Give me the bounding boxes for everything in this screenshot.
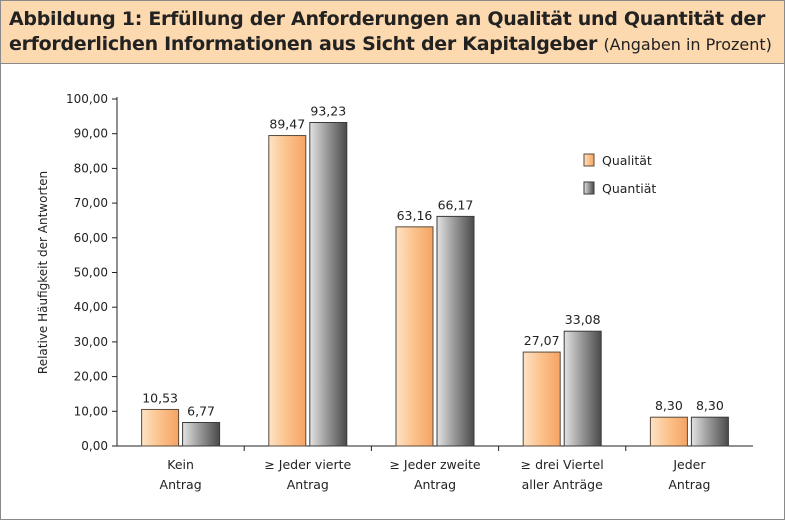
data-label: 93,23 xyxy=(310,103,346,118)
data-label: 66,17 xyxy=(438,197,474,212)
y-tick-label: 40,00 xyxy=(74,300,108,314)
bar-qualitaet xyxy=(522,351,561,447)
y-tick-label: 90,00 xyxy=(74,127,108,141)
x-tick-label: ≥ Jeder zweite xyxy=(389,457,480,472)
data-label: 63,16 xyxy=(397,208,433,223)
bar-qualitaet xyxy=(395,226,434,447)
legend-label: Qualität xyxy=(602,153,652,168)
figure-header: Abbildung 1: Erfüllung der Anforderungen… xyxy=(1,1,784,64)
x-tick-label: ≥ Jeder vierte xyxy=(264,457,351,472)
y-tick-label: 10,00 xyxy=(74,404,108,418)
data-label: 27,07 xyxy=(524,333,560,348)
x-tick-label: Antrag xyxy=(287,477,329,492)
figure-subtitle: (Angaben in Prozent) xyxy=(603,35,772,54)
bar-qualitaet xyxy=(649,416,688,447)
x-tick-label: ≥ drei Viertel xyxy=(521,457,604,472)
y-tick-label: 60,00 xyxy=(74,231,108,245)
bar-quantiaet xyxy=(690,416,729,447)
title-line-2: erforderlichen Informationen aus Sicht d… xyxy=(9,32,779,57)
bar-quantiaet xyxy=(563,330,602,447)
legend-swatch xyxy=(583,153,595,167)
y-tick-label: 0,00 xyxy=(81,439,108,453)
x-tick-label: Jeder xyxy=(672,457,706,472)
axes-layer: 0,00 10,00 20,00 30,00 40,00 50,00 60,00 70,00 8… xyxy=(36,92,753,453)
bar-qualitaet xyxy=(268,135,307,447)
y-tick-label: 50,00 xyxy=(74,266,108,280)
bar-quantiaet xyxy=(436,215,475,447)
y-tick-label: 30,00 xyxy=(74,335,108,349)
x-tick-label: Antrag xyxy=(414,477,456,492)
y-tick-label: 80,00 xyxy=(74,161,108,175)
bars-layer xyxy=(141,121,729,447)
legend-label: Quantiät xyxy=(602,181,656,196)
y-tick-label: 70,00 xyxy=(74,196,108,210)
data-label: 6,77 xyxy=(187,404,215,419)
legend-swatch xyxy=(583,181,595,195)
title-line-2-text: erforderlichen Informationen aus Sicht d… xyxy=(9,33,598,55)
data-label: 33,08 xyxy=(565,312,601,327)
data-label: 8,30 xyxy=(696,398,724,413)
bar-quantiaet xyxy=(182,422,221,447)
x-tick-label: aller Anträge xyxy=(522,477,604,492)
x-tick-label: Kein xyxy=(167,457,194,472)
data-label: 89,47 xyxy=(269,117,305,132)
x-tick-label: Antrag xyxy=(668,477,710,492)
bar-qualitaet xyxy=(141,408,180,447)
x-tick-label: Antrag xyxy=(160,477,202,492)
figure-title: Abbildung 1: Erfüllung der Anforderungen… xyxy=(9,7,779,57)
legend: Qualität Quantiät xyxy=(583,153,656,196)
y-axis-title: Relative Häufigkeit der Antworten xyxy=(36,171,50,374)
data-label: 8,30 xyxy=(655,398,683,413)
y-tick-label: 100,00 xyxy=(66,92,108,106)
title-line-1: Abbildung 1: Erfüllung der Anforderungen… xyxy=(9,8,766,30)
data-label: 10,53 xyxy=(142,390,178,405)
y-tick-label: 20,00 xyxy=(74,370,108,384)
labels-layer: Kein Antrag 10,53 6,77 ≥ Jeder vierte Antrag 8… xyxy=(142,103,724,492)
bar-quantiaet xyxy=(309,121,348,447)
